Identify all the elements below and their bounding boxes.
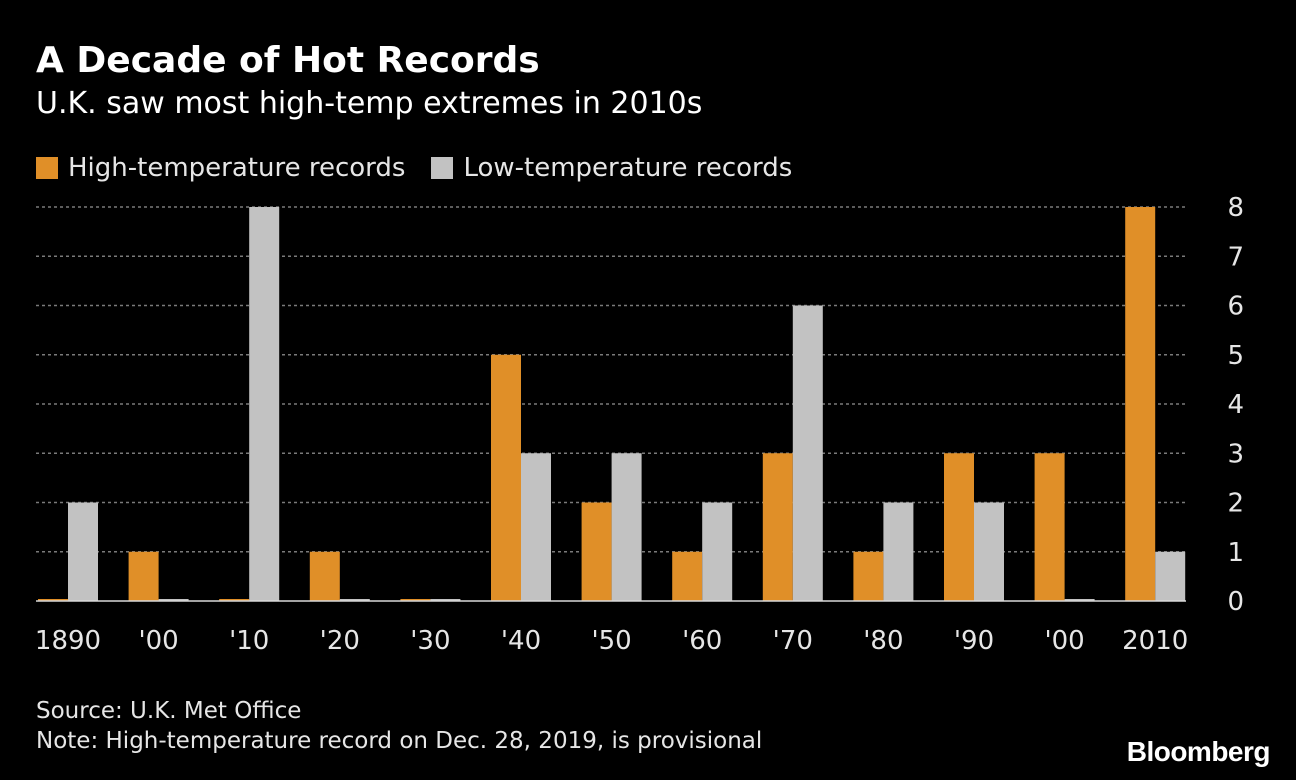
bar-low — [68, 502, 98, 601]
legend: High-temperature records Low-temperature… — [36, 151, 792, 185]
bar-low — [611, 453, 642, 601]
bar-high — [128, 551, 159, 601]
y-tick-label: 1 — [1227, 538, 1244, 568]
bar-low — [158, 599, 189, 601]
bar-high — [491, 354, 521, 601]
bar-high — [762, 453, 793, 601]
bar-low — [974, 502, 1004, 601]
x-tick-label: '70 — [773, 626, 813, 656]
x-tick-label: '50 — [591, 626, 631, 656]
bar-low — [702, 502, 733, 601]
bar-high — [38, 599, 68, 601]
chart-title: A Decade of Hot Records — [36, 40, 540, 81]
legend-item-low: Low-temperature records — [431, 153, 792, 183]
footnote: Note: High-temperature record on Dec. 28… — [36, 728, 763, 754]
bar-high — [672, 551, 703, 601]
y-tick-label: 3 — [1227, 439, 1244, 469]
legend-item-high: High-temperature records — [36, 153, 405, 183]
x-tick-label: '60 — [682, 626, 722, 656]
x-tick-label: 1890 — [35, 626, 101, 656]
bar-low — [249, 207, 280, 601]
bar-high — [1034, 453, 1065, 601]
bar-low — [883, 502, 914, 601]
y-tick-label: 7 — [1227, 242, 1244, 272]
bar-high — [853, 551, 884, 601]
y-tick-label: 8 — [1227, 193, 1244, 223]
legend-swatch-low — [431, 157, 454, 179]
x-tick-label: '80 — [863, 626, 903, 656]
chart-subtitle: U.K. saw most high-temp extremes in 2010… — [36, 86, 703, 121]
legend-label-high: High-temperature records — [68, 153, 406, 183]
x-tick-label: '40 — [501, 626, 541, 656]
y-tick-label: 5 — [1227, 341, 1244, 371]
y-tick-label: 4 — [1227, 390, 1244, 420]
bar-high — [1125, 207, 1156, 601]
bloomberg-logo: Bloomberg — [1126, 736, 1271, 767]
bar-high — [581, 502, 612, 601]
bar-high — [944, 453, 974, 601]
x-tick-label: '00 — [138, 626, 178, 656]
x-tick-label: '20 — [320, 626, 360, 656]
x-tick-label: 2010 — [1122, 626, 1188, 656]
legend-swatch-high — [36, 157, 58, 179]
y-tick-label: 2 — [1227, 489, 1244, 519]
bar-low — [339, 599, 370, 601]
x-tick-label: '30 — [410, 626, 450, 656]
bar-low — [430, 599, 461, 601]
x-tick-label: '00 — [1044, 626, 1084, 656]
bar-low — [1064, 599, 1095, 601]
y-tick-label: 0 — [1227, 587, 1244, 617]
source-note: Source: U.K. Met Office — [36, 698, 302, 724]
bar-high — [400, 599, 431, 601]
bar-low — [521, 453, 551, 601]
y-tick-label: 6 — [1227, 292, 1244, 322]
bar-high — [219, 599, 250, 601]
x-tick-label: '10 — [229, 626, 269, 656]
bar-high — [309, 551, 340, 601]
x-tick-label: '90 — [954, 626, 994, 656]
bar-low — [792, 305, 823, 601]
bar-low — [1155, 551, 1186, 601]
legend-label-low: Low-temperature records — [463, 153, 793, 183]
